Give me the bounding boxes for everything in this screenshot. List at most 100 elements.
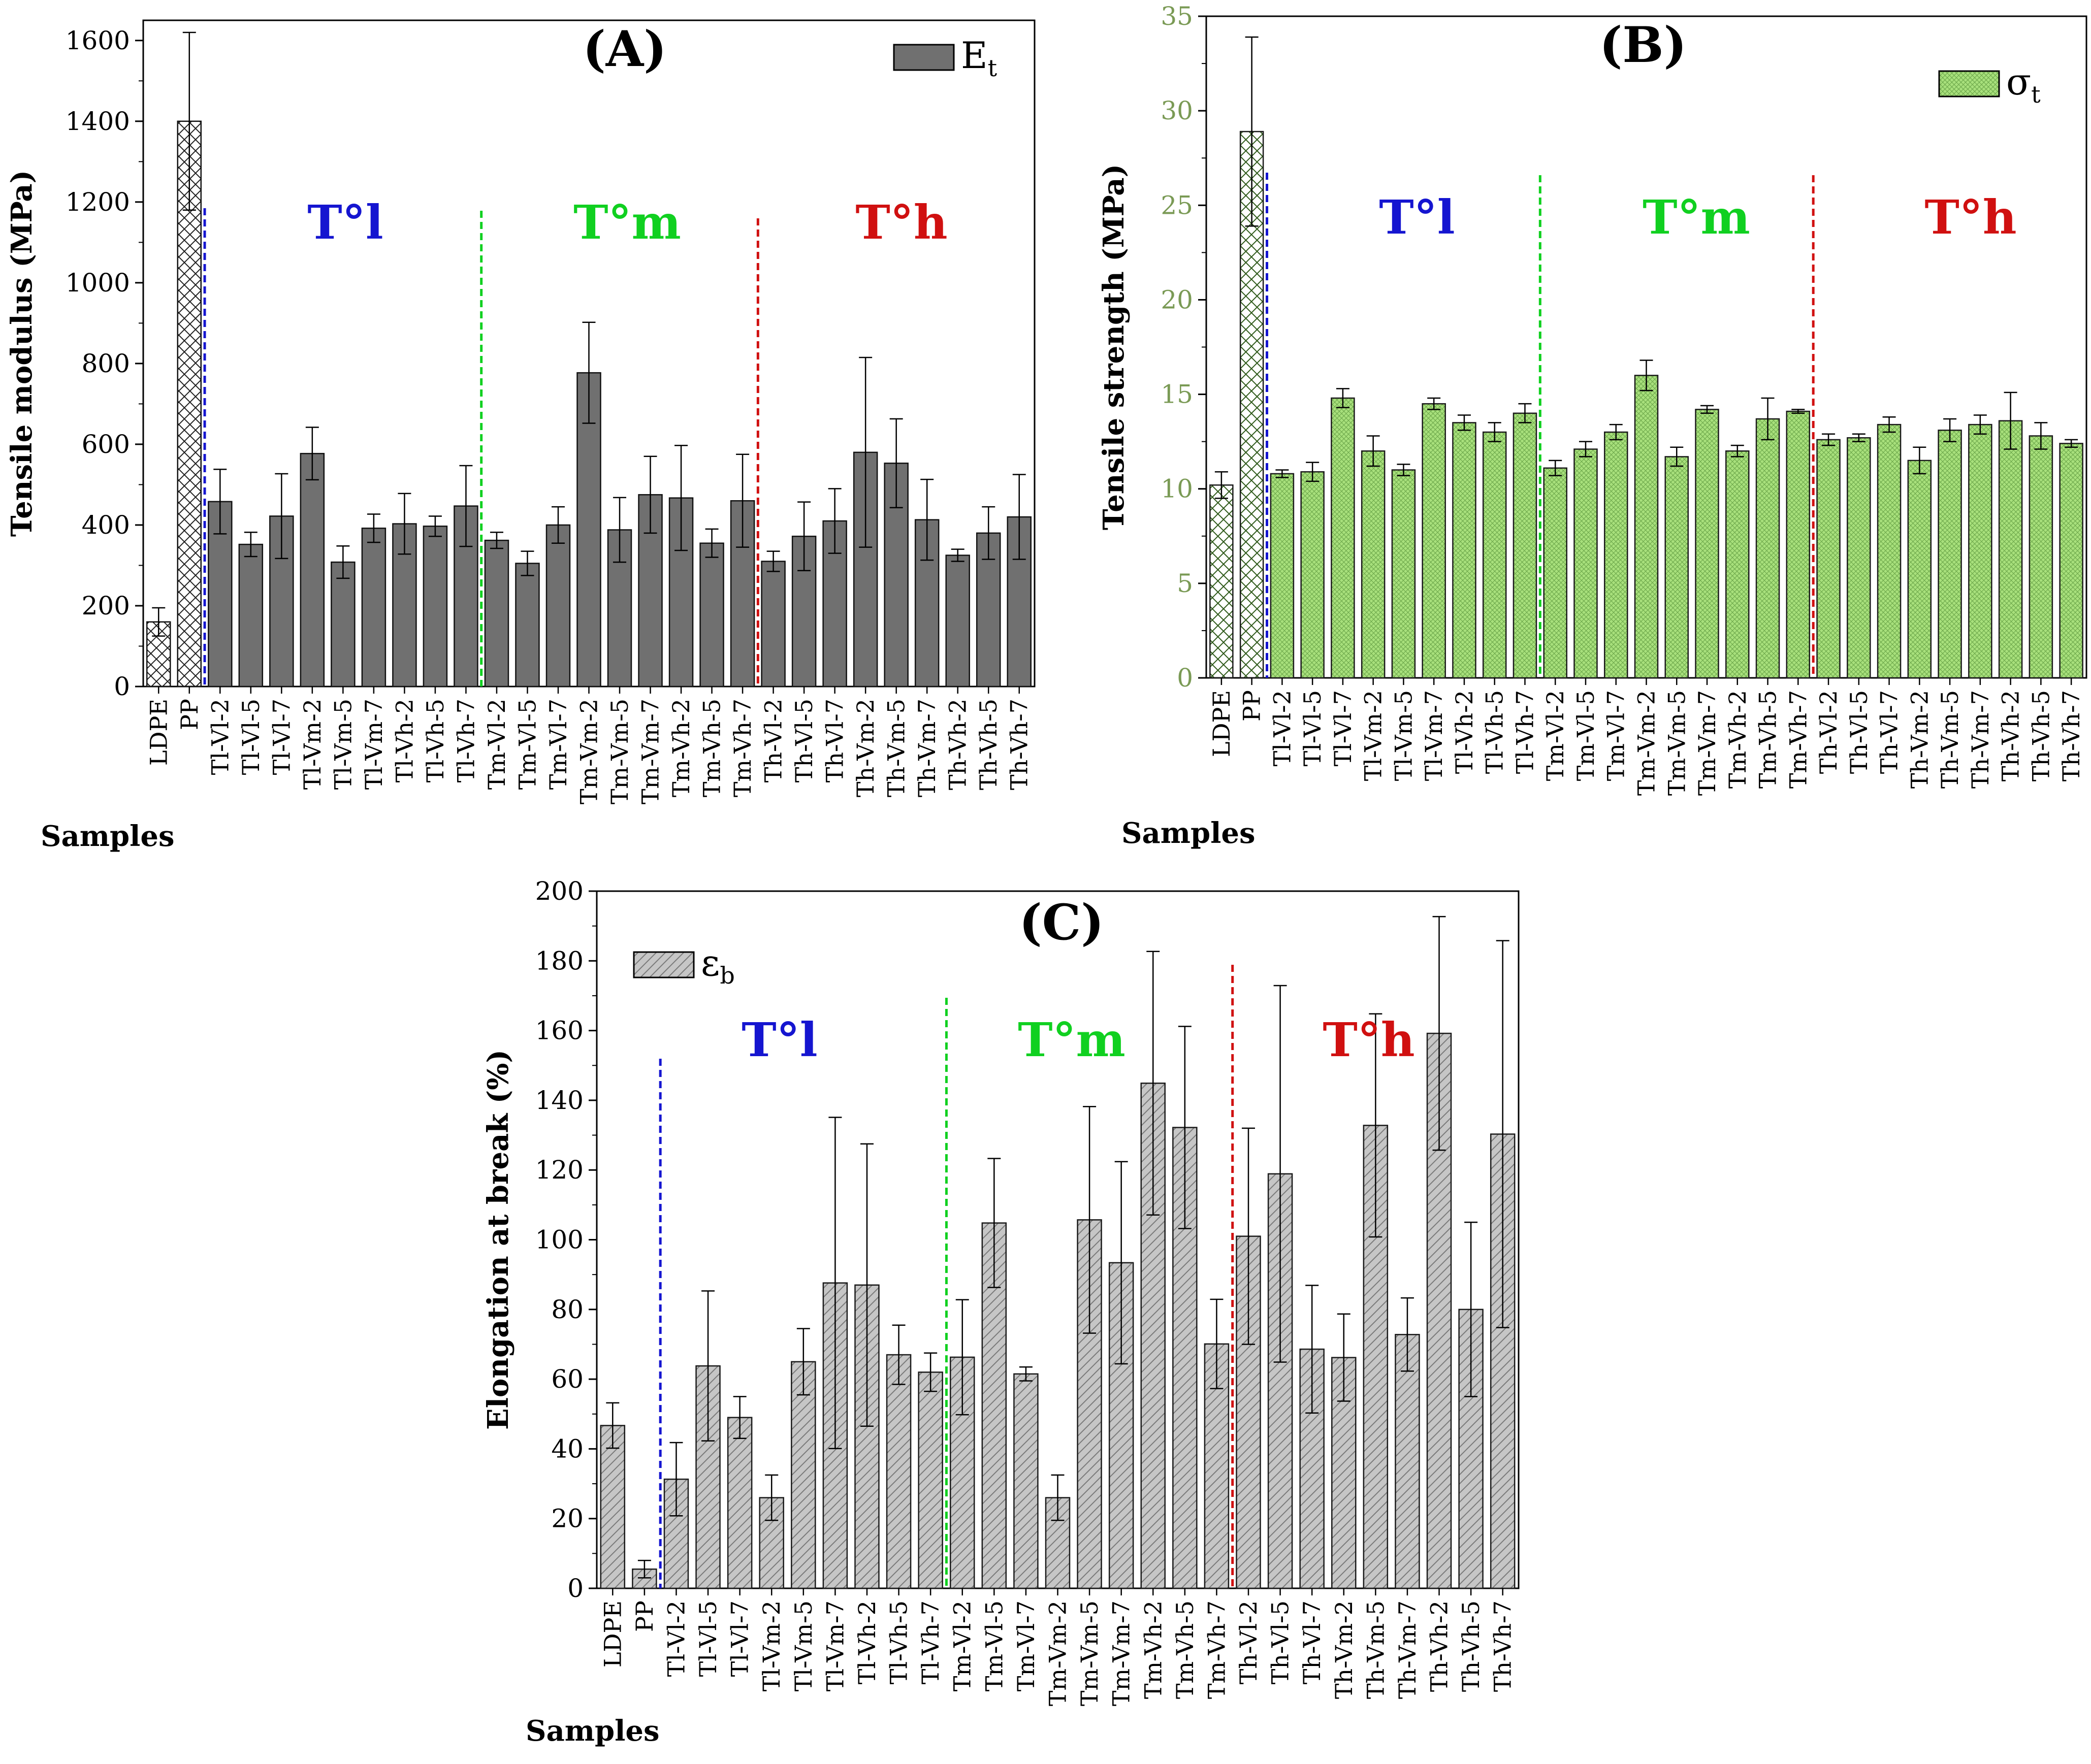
x-tick-label: Tm-Vh-5 xyxy=(1754,690,1782,789)
x-tick-label: Tm-Vl-2 xyxy=(949,1600,976,1691)
y-tick-label: 0 xyxy=(114,672,130,701)
bar xyxy=(727,1417,753,1589)
y-tick-label: 10 xyxy=(1161,474,1193,504)
bar xyxy=(1573,448,1598,679)
x-tick-label: LDPE xyxy=(1208,690,1235,757)
y-tick-label: 1200 xyxy=(66,187,130,217)
x-tick-label: Th-Vl-2 xyxy=(1815,690,1842,774)
bar xyxy=(945,554,970,688)
x-tick-label: Tm-Vm-7 xyxy=(1108,1600,1135,1706)
y-tick-label: 35 xyxy=(1161,2,1193,31)
x-tick-label: Th-Vl-2 xyxy=(1235,1600,1262,1684)
x-tick-label: Th-Vl-5 xyxy=(1267,1600,1294,1684)
x-tick-label: Tl-Vm-5 xyxy=(1390,690,1417,781)
x-axis-label: Samples xyxy=(526,1714,660,1748)
x-tick-label: Tl-Vm-7 xyxy=(821,1600,849,1691)
x-tick-label: Tl-Vl-7 xyxy=(268,699,295,775)
region-label: T°h xyxy=(1924,190,2016,245)
x-tick-label: PP xyxy=(1238,690,1266,722)
x-tick-label: Tl-Vl-2 xyxy=(206,699,234,775)
x-tick-label: Th-Vm-5 xyxy=(1936,690,1964,789)
y-tick-label: 160 xyxy=(535,1016,584,1046)
bar xyxy=(791,1361,816,1589)
x-tick-label: Tl-Vh-7 xyxy=(917,1600,944,1684)
x-tick-label: Tl-Vl-5 xyxy=(1299,690,1326,766)
legend-swatch xyxy=(893,44,955,71)
x-tick-label: Tl-Vm-5 xyxy=(790,1600,817,1691)
x-tick-label: Tm-Vl-5 xyxy=(980,1600,1008,1691)
bar xyxy=(423,526,448,688)
region-label: T°l xyxy=(307,195,383,250)
x-tick-label: Tl-Vm-7 xyxy=(360,699,388,790)
legend-swatch xyxy=(633,951,695,978)
x-tick-label: Th-Vm-7 xyxy=(1394,1600,1421,1699)
bar xyxy=(1664,456,1689,679)
bar xyxy=(600,1425,626,1589)
bar xyxy=(2059,443,2083,679)
y-tick-label: 60 xyxy=(551,1364,584,1394)
y-tick-label: 20 xyxy=(1161,285,1193,314)
bar xyxy=(1938,430,1962,679)
x-axis-label: Samples xyxy=(41,820,175,853)
x-tick-label: Th-Vm-2 xyxy=(852,699,879,797)
bar xyxy=(699,542,724,688)
panel-b: 0 5 10 15 20 25 30 35 LDPE PP Tl-Vl-2 Tl-Vl-5 Tl-Vl-… xyxy=(1097,2,2087,850)
bar xyxy=(607,529,632,688)
y-axis-label: Tensile modulus (MPa) xyxy=(5,170,39,537)
y-tick-label: 140 xyxy=(535,1086,584,1115)
x-tick-label: Tl-Vh-2 xyxy=(853,1600,881,1684)
x-tick-label: Th-Vm-7 xyxy=(1967,690,1994,789)
region-label: T°h xyxy=(1323,1012,1414,1067)
legend-label: Et xyxy=(961,34,998,82)
x-tick-label: Tm-Vl-2 xyxy=(483,699,510,790)
x-tick-label: Tl-Vh-5 xyxy=(1481,690,1508,774)
x-tick-label: Tl-Vm-2 xyxy=(299,699,326,790)
x-tick-label: Tl-Vh-7 xyxy=(1511,690,1538,774)
y-tick-label: 1400 xyxy=(66,107,130,136)
x-tick-label: Tm-Vh-2 xyxy=(1139,1600,1167,1699)
panel-title: (B) xyxy=(1599,16,1687,74)
x-tick-label: Tm-Vl-7 xyxy=(1012,1600,1040,1691)
x-tick-label: Th-Vm-5 xyxy=(883,699,910,797)
bar xyxy=(1786,410,1811,679)
y-tick-label: 800 xyxy=(82,349,130,378)
x-tick-label: Tm-Vm-5 xyxy=(1076,1600,1103,1706)
region-label: T°m xyxy=(1643,190,1750,245)
bar xyxy=(1482,431,1507,679)
x-tick-label: Tm-Vm-2 xyxy=(575,699,603,804)
legend-label: σt xyxy=(2006,60,2041,108)
x-axis-label: Samples xyxy=(1121,816,1256,850)
x-tick-label: Tm-Vm-7 xyxy=(637,699,664,804)
panel-title: (A) xyxy=(583,20,666,78)
x-tick-label: Tl-Vh-5 xyxy=(422,699,449,782)
bar xyxy=(515,563,540,688)
x-tick-label: Tl-Vl-5 xyxy=(237,699,265,775)
x-tick-label: Th-Vl-5 xyxy=(1845,690,1873,774)
bar xyxy=(1270,473,1295,679)
y-axis-label: Tensile strength (MPa) xyxy=(1097,164,1131,530)
x-tick-label: Tl-Vh-2 xyxy=(391,699,418,782)
bar xyxy=(1513,412,1537,679)
x-tick-label: Th-Vm-5 xyxy=(1362,1600,1389,1699)
panel-c: 0 20 40 60 80 100 120 140 160 180 200 LDPE PP Tl-Vl-2… xyxy=(481,876,1520,1748)
bar xyxy=(361,528,387,688)
bar xyxy=(1907,460,1932,679)
bar xyxy=(918,1371,943,1589)
bar xyxy=(1452,422,1476,679)
x-tick-label: Tl-Vl-7 xyxy=(1329,690,1357,766)
x-tick-label: Th-Vm-7 xyxy=(913,699,941,797)
x-tick-label: Tm-Vh-5 xyxy=(1171,1600,1199,1699)
x-tick-label: Tm-Vl-5 xyxy=(513,699,541,790)
x-tick-label: Tm-Vl-7 xyxy=(544,699,572,790)
bar xyxy=(1543,467,1567,679)
x-tick-label: Th-Vh-5 xyxy=(975,699,1002,790)
bar xyxy=(1725,450,1750,679)
x-tick-label: Tl-Vl-2 xyxy=(1268,690,1296,766)
bar xyxy=(1968,423,1992,679)
x-tick-label: Th-Vl-2 xyxy=(760,699,787,782)
bar xyxy=(1816,439,1841,679)
x-tick-label: Tm-Vm-7 xyxy=(1693,690,1721,796)
x-tick-label: PP xyxy=(176,699,203,730)
bar xyxy=(1695,409,1719,679)
x-tick-label: Tm-Vh-7 xyxy=(1784,690,1812,789)
